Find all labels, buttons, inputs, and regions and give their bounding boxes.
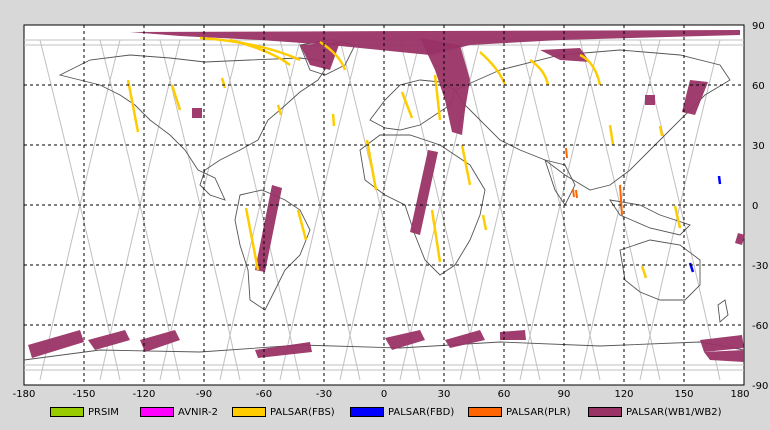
legend: PRSIM AVNIR-2 PALSAR(FBS) PALSAR(FBD) PA… bbox=[0, 397, 770, 430]
legend-item-palsar-fbs: PALSAR(FBS) bbox=[232, 405, 335, 419]
lat-tick: -60 bbox=[752, 321, 768, 332]
legend-item-palsar-plr: PALSAR(PLR) bbox=[468, 405, 570, 419]
legend-label: PRSIM bbox=[88, 406, 119, 418]
legend-swatch bbox=[468, 407, 502, 417]
lon-tick: 90 bbox=[558, 389, 571, 400]
plr-swath-strips bbox=[565, 147, 623, 216]
legend-item-palsar-fbd: PALSAR(FBD) bbox=[350, 405, 454, 419]
legend-swatch bbox=[350, 407, 384, 417]
longitude-axis: -180 -150 -120 -90 -60 -30 0 30 60 90 12… bbox=[13, 389, 750, 400]
fbs-swath-strips bbox=[126, 36, 682, 279]
lat-tick: 0 bbox=[752, 201, 758, 212]
lon-tick: 0 bbox=[381, 389, 387, 400]
wb-swath-strips bbox=[28, 30, 745, 362]
lat-tick: -90 bbox=[752, 381, 768, 392]
map-graticule bbox=[24, 25, 744, 385]
legend-swatch bbox=[50, 407, 84, 417]
latitude-axis: 90 60 30 0 -30 -60 -90 bbox=[752, 21, 768, 392]
lon-tick: 30 bbox=[438, 389, 451, 400]
lat-tick: -30 bbox=[752, 261, 768, 272]
legend-swatch bbox=[140, 407, 174, 417]
lat-tick: 90 bbox=[752, 21, 765, 32]
lat-tick: 30 bbox=[752, 141, 765, 152]
legend-label: PALSAR(PLR) bbox=[506, 406, 571, 418]
land-outlines bbox=[23, 39, 745, 361]
lon-tick: -30 bbox=[316, 389, 332, 400]
lon-tick: -150 bbox=[73, 389, 96, 400]
lon-tick: 180 bbox=[730, 389, 749, 400]
legend-item-prsim: PRSIM bbox=[50, 405, 119, 419]
legend-swatch bbox=[588, 407, 622, 417]
lon-tick: 150 bbox=[674, 389, 693, 400]
lon-tick: -60 bbox=[256, 389, 272, 400]
lat-tick: 60 bbox=[752, 81, 765, 92]
legend-label: PALSAR(WB1/WB2) bbox=[626, 406, 722, 418]
legend-label: AVNIR-2 bbox=[178, 406, 218, 418]
legend-label: PALSAR(FBD) bbox=[388, 406, 455, 418]
lon-tick: -90 bbox=[196, 389, 212, 400]
legend-item-avnir2: AVNIR-2 bbox=[140, 405, 218, 419]
lon-tick: -120 bbox=[133, 389, 156, 400]
lon-tick: 60 bbox=[498, 389, 511, 400]
legend-label: PALSAR(FBS) bbox=[270, 406, 335, 418]
lon-tick: 120 bbox=[614, 389, 633, 400]
lon-tick: -180 bbox=[13, 389, 36, 400]
legend-swatch bbox=[232, 407, 266, 417]
legend-item-palsar-wb: PALSAR(WB1/WB2) bbox=[588, 405, 722, 419]
